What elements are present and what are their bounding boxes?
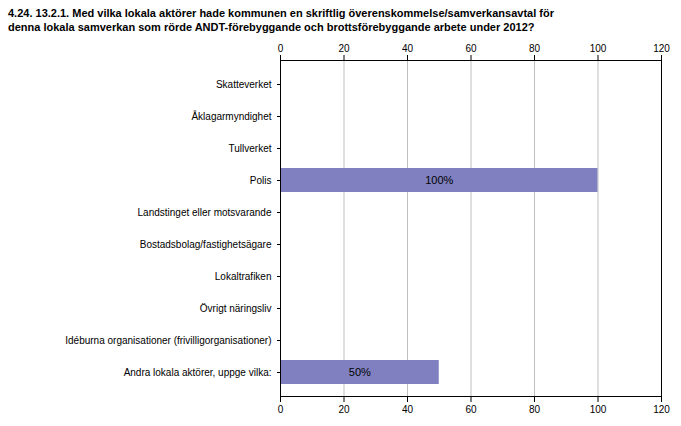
svg-text:60: 60 bbox=[465, 404, 477, 415]
svg-text:20: 20 bbox=[338, 43, 350, 54]
html-text:4.24. 13.2.1. Med vilka lokala: 4.24. 13.2.1. Med vilka lokala aktörer h… bbox=[8, 7, 554, 33]
svg-text:20: 20 bbox=[338, 404, 350, 415]
svg-text:Övrigt näringsliv: Övrigt näringsliv bbox=[200, 303, 272, 314]
svg-text:Bostadsbolag/fastighetsägare: Bostadsbolag/fastighetsägare bbox=[140, 239, 272, 250]
svg-text:Skatteverket: Skatteverket bbox=[216, 79, 272, 90]
svg-text:Andra lokala aktörer, uppge vi: Andra lokala aktörer, uppge vilka: bbox=[124, 367, 272, 378]
svg-text:0: 0 bbox=[278, 404, 284, 415]
svg-text:50%: 50% bbox=[349, 366, 371, 378]
svg-text:40: 40 bbox=[402, 43, 414, 54]
svg-text:100: 100 bbox=[590, 43, 607, 54]
svg-text:60: 60 bbox=[465, 43, 477, 54]
svg-text:Åklagarmyndighet: Åklagarmyndighet bbox=[191, 110, 271, 122]
svg-text:120: 120 bbox=[653, 43, 670, 54]
svg-text:80: 80 bbox=[529, 43, 541, 54]
svg-text:Landstinget eller motsvarande: Landstinget eller motsvarande bbox=[138, 207, 272, 218]
svg-text:Polis: Polis bbox=[250, 175, 272, 186]
svg-text:120: 120 bbox=[653, 404, 670, 415]
svg-text:Idéburna organisationer (frivi: Idéburna organisationer (frivilligorgani… bbox=[65, 335, 271, 346]
svg-text:100%: 100% bbox=[425, 174, 453, 186]
svg-text:40: 40 bbox=[402, 404, 414, 415]
svg-text:Tullverket: Tullverket bbox=[229, 143, 272, 154]
svg-text:80: 80 bbox=[529, 404, 541, 415]
svg-text:100: 100 bbox=[590, 404, 607, 415]
svg-text:0: 0 bbox=[278, 43, 284, 54]
svg-text:Lokaltrafiken: Lokaltrafiken bbox=[215, 271, 272, 282]
